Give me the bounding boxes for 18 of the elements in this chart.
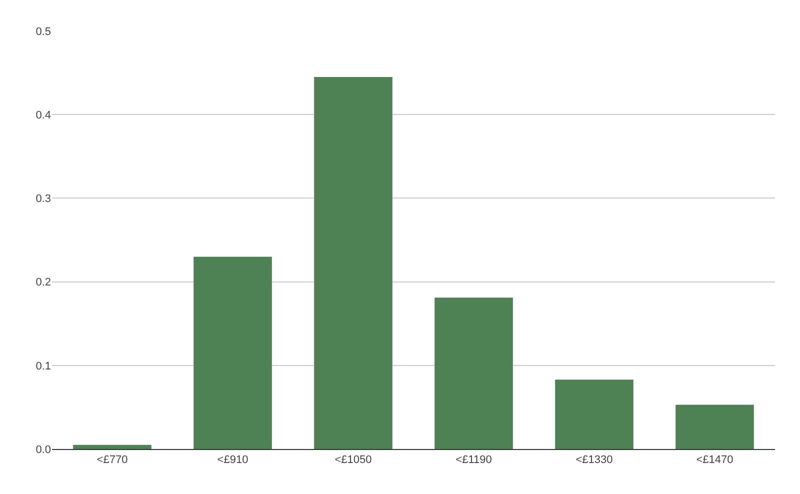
bar — [73, 444, 152, 449]
x-tick-label: <£1050 — [334, 454, 372, 466]
y-tick-label: 0.3 — [36, 193, 51, 206]
y-tick-label: 0.0 — [36, 444, 51, 456]
x-tick-label: <£1470 — [696, 454, 734, 466]
x-tick-label: <£770 — [96, 454, 128, 466]
bar — [676, 404, 754, 449]
bar — [194, 256, 272, 449]
y-tick-label: 0.4 — [36, 109, 51, 122]
bar — [314, 76, 392, 449]
y-tick-label: 0.1 — [36, 360, 51, 372]
y-tick-label: 0.5 — [36, 26, 51, 38]
bar — [555, 380, 634, 449]
x-tick-label: <£1330 — [576, 454, 613, 466]
y-tick-label: 0.2 — [36, 276, 51, 289]
x-tick-label: <£1190 — [456, 454, 492, 466]
bar — [434, 298, 513, 449]
x-tick-label: <£910 — [217, 454, 248, 466]
